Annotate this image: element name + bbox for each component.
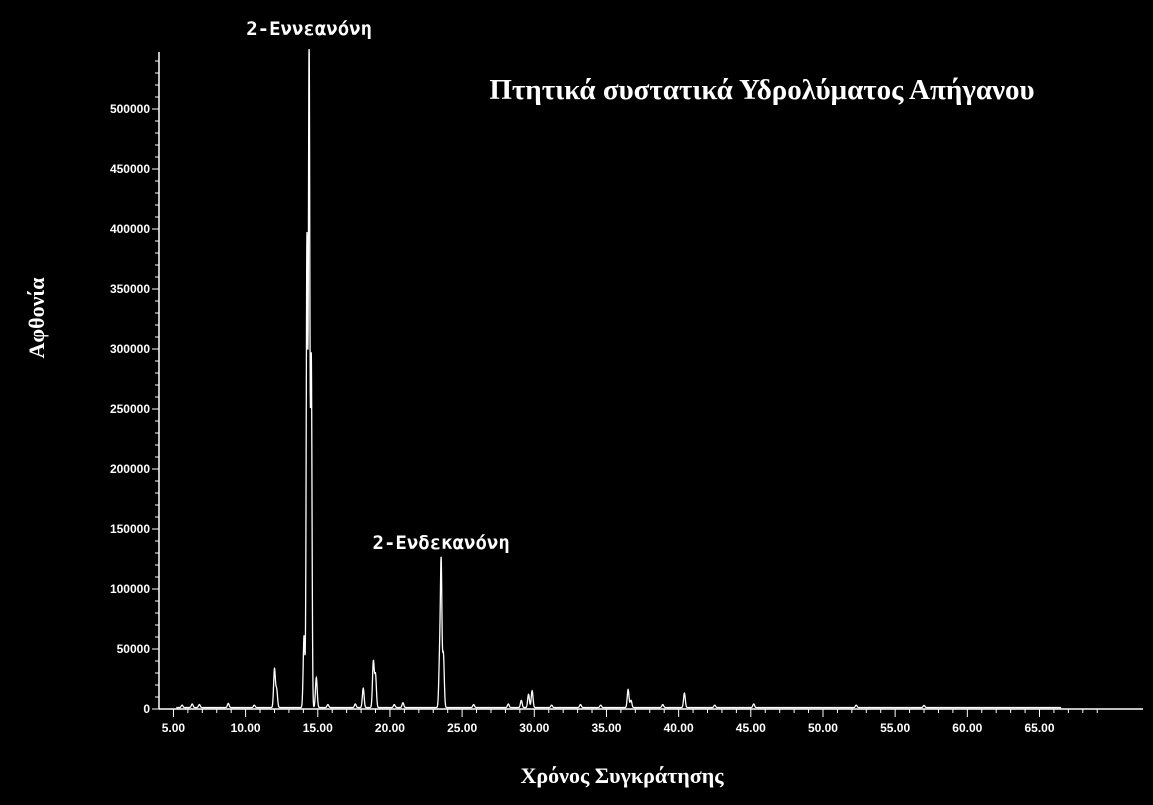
x-axis-title: Χρόνος Συγκράτησης <box>520 763 724 788</box>
y-tick-label: 0 <box>143 702 150 716</box>
x-tick-label: 60.00 <box>952 721 982 735</box>
y-tick-label: 350000 <box>110 282 150 296</box>
y-tick-label: 250000 <box>110 402 150 416</box>
chart-title: Πτητικά συστατικά Υδρολύματος Απήγανου <box>489 74 1034 106</box>
y-tick-label: 100000 <box>110 582 150 596</box>
y-tick-label: 50000 <box>117 642 151 656</box>
x-tick-label: 35.00 <box>591 721 621 735</box>
y-tick-label: 500000 <box>110 102 150 116</box>
x-tick-label: 15.00 <box>303 721 333 735</box>
peak-label-2-nonanone: 2-Εννεανόνη <box>246 18 372 40</box>
x-tick-label: 10.00 <box>231 721 261 735</box>
y-tick-label: 150000 <box>110 522 150 536</box>
chromatogram-trace <box>176 48 1062 709</box>
x-tick-label: 55.00 <box>880 721 910 735</box>
y-tick-label: 400000 <box>110 222 150 236</box>
x-tick-label: 5.00 <box>162 721 186 735</box>
x-tick-label: 25.00 <box>447 721 477 735</box>
x-tick-label: 45.00 <box>736 721 766 735</box>
peak-label-2-undecanone: 2-Ενδεκανόνη <box>373 532 510 554</box>
x-tick-label: 30.00 <box>519 721 549 735</box>
x-tick-label: 65.00 <box>1024 721 1054 735</box>
x-tick-label: 50.00 <box>808 721 838 735</box>
y-tick-label: 300000 <box>110 342 150 356</box>
plot-area: 0 50000 100000 150000 200000 250000 300000 3500… <box>110 18 1143 735</box>
y-tick-label: 200000 <box>110 462 150 476</box>
y-tick-label: 450000 <box>110 162 150 176</box>
x-tick-label: 20.00 <box>375 721 405 735</box>
x-tick-label: 40.00 <box>664 721 694 735</box>
y-axis-title: Αφθονία <box>24 277 49 359</box>
